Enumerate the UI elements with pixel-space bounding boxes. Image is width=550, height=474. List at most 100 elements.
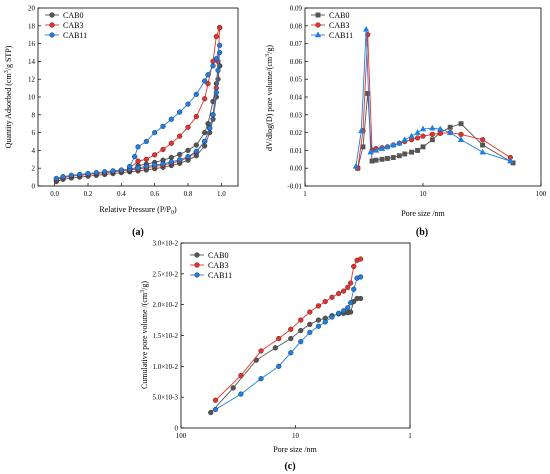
panel-b-ytick-label: 0.06 xyxy=(290,58,303,66)
panel-a-ylabel: Quantity Adsorbed (cm3/g STP) xyxy=(4,45,13,148)
series-cab11-desorption-point xyxy=(135,144,141,150)
series-cab11-point xyxy=(336,310,342,316)
series-cab3-desorption-point xyxy=(168,140,174,146)
series-cab0-point xyxy=(379,156,385,162)
panel-c-legend-label: CAB3 xyxy=(208,261,228,270)
series-cab0-point xyxy=(365,90,371,96)
panel-a-legend-label: CAB11 xyxy=(63,31,87,40)
series-cab3-point xyxy=(288,326,294,332)
series-cab11-adsorption-point xyxy=(102,169,108,175)
series-cab3-point xyxy=(307,309,313,315)
panel-a-plot xyxy=(53,24,223,185)
panel-a-xtick-label: 0.2 xyxy=(84,190,93,198)
series-cab0-desorption-point xyxy=(177,151,183,158)
panel-a-ytick-label: 20 xyxy=(28,5,36,13)
series-cab11-point xyxy=(408,132,415,139)
series-cab3-point xyxy=(358,256,364,262)
series-cab0-point xyxy=(390,155,396,160)
series-cab11-adsorption-point xyxy=(77,171,83,178)
series-cab11-adsorption-point xyxy=(68,172,74,178)
series-cab11-point xyxy=(429,124,436,131)
series-cab11-point xyxy=(390,141,397,148)
series-cab3-point xyxy=(212,397,219,403)
series-cab11-point xyxy=(298,339,304,345)
panel-a-xtick-label: 0.8 xyxy=(184,190,193,198)
series-cab11-point xyxy=(358,274,364,280)
series-cab11-desorption-point xyxy=(152,130,158,136)
panel-b-xtick-label: 1 xyxy=(303,190,307,198)
series-cab11-point xyxy=(258,376,264,382)
series-cab11-adsorption-point xyxy=(202,138,208,145)
series-cab0-point xyxy=(369,158,375,164)
panel-b: 1 10 100 -0.01 0.00 0.01 0.02 0.03 0.04 0.05 0.06 0… xyxy=(265,5,547,239)
series-cab0-point xyxy=(480,142,486,148)
series-cab11-point xyxy=(238,391,244,397)
series-cab0-point xyxy=(409,149,415,155)
panel-c-ylabel: Cumulative pore volume /(cm3/g) xyxy=(140,281,149,389)
series-cab11-desorption-point xyxy=(193,91,199,97)
panel-c-ytick-label: 2.5×10-2 xyxy=(152,270,178,278)
panel-b-ytick-label: 0.04 xyxy=(290,94,303,102)
panel-b-ytick-label: 0.07 xyxy=(290,40,303,48)
series-cab11-point xyxy=(307,329,313,336)
series-cab11-adsorption-point xyxy=(60,174,66,180)
series-cab3-desorption-point xyxy=(193,113,199,120)
panel-b-caption: (b) xyxy=(416,227,428,238)
series-cab11-point xyxy=(351,286,357,292)
series-cab11-desorption-point xyxy=(205,72,211,78)
series-cab3-desorption-point xyxy=(160,146,166,153)
series-cab11-adsorption-point xyxy=(215,67,221,73)
panel-a-xtick-label: 0.4 xyxy=(117,190,126,198)
series-cab0-point xyxy=(272,345,278,351)
series-cab11-adsorption-point xyxy=(177,157,183,163)
series-cab3-point xyxy=(336,290,342,297)
series-cab3-desorption-point xyxy=(135,158,141,164)
panel-b-legend-marker xyxy=(315,12,321,18)
series-cab0-desorption-point xyxy=(185,147,191,154)
panel-a-legend-marker xyxy=(49,12,55,18)
panel-a-ytick-label: 4 xyxy=(32,147,36,155)
panel-a-legend-label: CAB0 xyxy=(63,11,83,20)
series-cab11-point xyxy=(315,323,322,329)
series-cab0-desorption-point xyxy=(202,130,208,136)
series-cab3-point xyxy=(276,335,282,342)
panel-a-ytick-label: 2 xyxy=(32,165,36,173)
series-cab0-point xyxy=(396,153,402,159)
series-cab11-adsorption-point xyxy=(143,163,149,170)
series-cab11-point xyxy=(288,350,294,356)
panel-c-ytick-label: 0 xyxy=(175,425,179,433)
series-cab3-point xyxy=(437,130,443,137)
series-cab11-point xyxy=(507,157,514,164)
panel-c-caption: (c) xyxy=(284,461,295,472)
series-cab3-point xyxy=(420,133,426,139)
series-cab11-desorption-point xyxy=(160,123,166,129)
series-cab3-point xyxy=(351,263,357,270)
series-cab3-line xyxy=(215,258,361,401)
series-cab11-adsorption-point xyxy=(93,170,99,176)
series-cab11-point xyxy=(396,139,403,146)
series-cab11-point xyxy=(276,363,282,369)
panel-b-ytick-label: 0.02 xyxy=(290,129,303,137)
series-cab11-desorption-point xyxy=(127,163,133,170)
series-cab0-point xyxy=(373,157,379,163)
series-cab0-point xyxy=(458,121,464,127)
series-cab11-adsorption-point xyxy=(118,167,124,173)
panel-a-ytick-label: 14 xyxy=(28,58,36,66)
panel-a-legend-marker xyxy=(49,22,55,28)
series-cab0-point xyxy=(298,327,304,334)
series-cab3-desorption-point xyxy=(213,33,219,40)
series-cab11-adsorption-point xyxy=(185,154,191,160)
panel-a-ytick-label: 12 xyxy=(28,76,36,84)
panel-c-ytick-label: 1.0×10-2 xyxy=(152,363,178,371)
panel-a-ytick-label: 16 xyxy=(28,40,36,48)
series-cab3-point xyxy=(341,288,347,294)
series-cab11-desorption-point xyxy=(217,42,223,48)
series-cab11-point xyxy=(322,319,328,325)
panel-b-ylabel: dV/dlog(D) pore volume/(cm3/g) xyxy=(265,45,274,151)
series-cab11-desorption-line xyxy=(129,45,221,167)
series-cab3-desorption-point xyxy=(185,124,191,130)
panel-b-ytick-label: 0.09 xyxy=(290,5,303,13)
series-cab0-desorption-point xyxy=(168,154,174,161)
series-cab11-point xyxy=(378,145,386,151)
